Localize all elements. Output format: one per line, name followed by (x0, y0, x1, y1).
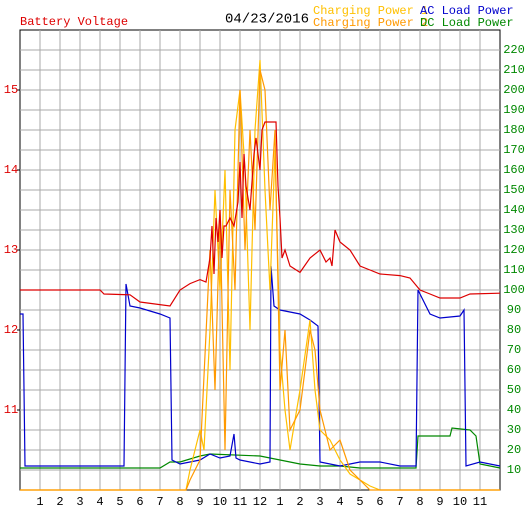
y2-tick-label: 100 (503, 283, 525, 297)
series-line (20, 121, 501, 307)
y2-tick-label: 170 (503, 143, 525, 157)
y-tick-label: 11 (4, 403, 18, 417)
x-tick-label: 2 (296, 495, 303, 509)
x-tick-label: 3 (76, 495, 83, 509)
y2-tick-label: 120 (503, 243, 525, 257)
x-tick-label: 7 (156, 495, 163, 509)
y2-tick-label: 220 (503, 43, 525, 57)
y-tick-label: 15 (4, 83, 18, 97)
series-line (20, 265, 501, 467)
x-tick-label: 2 (56, 495, 63, 509)
x-tick-label: 10 (213, 495, 227, 509)
x-tick-label: 1 (276, 495, 283, 509)
x-tick-label: 11 (233, 495, 247, 509)
x-tick-label: 5 (116, 495, 123, 509)
legend-entry: DC Load Power (420, 16, 514, 30)
legend-entry: Charging Power 1 (313, 4, 428, 18)
y2-tick-label: 140 (503, 203, 525, 217)
y2-tick-label: 130 (503, 223, 525, 237)
y2-tick-label: 70 (507, 343, 521, 357)
x-tick-label: 4 (96, 495, 103, 509)
x-tick-label: 6 (376, 495, 383, 509)
x-tick-label: 9 (436, 495, 443, 509)
y2-tick-label: 40 (507, 403, 521, 417)
y2-tick-label: 150 (503, 183, 525, 197)
x-tick-label: 12 (253, 495, 267, 509)
y-tick-label: 12 (4, 323, 18, 337)
y2-tick-label: 60 (507, 363, 521, 377)
x-tick-label: 3 (316, 495, 323, 509)
y2-tick-label: 200 (503, 83, 525, 97)
y2-tick-label: 180 (503, 123, 525, 137)
y2-tick-label: 20 (507, 443, 521, 457)
x-tick-label: 5 (356, 495, 363, 509)
y2-tick-label: 190 (503, 103, 525, 117)
y2-tick-label: 10 (507, 463, 521, 477)
y2-tick-label: 30 (507, 423, 521, 437)
y2-tick-label: 160 (503, 163, 525, 177)
series-line (20, 427, 501, 469)
x-tick-label: 9 (196, 495, 203, 509)
legend-entry: Charging Power 2 (313, 16, 428, 30)
y2-tick-label: 80 (507, 323, 521, 337)
x-tick-label: 7 (396, 495, 403, 509)
x-tick-label: 6 (136, 495, 143, 509)
x-tick-label: 4 (336, 495, 343, 509)
chart-title: 04/23/2016 (225, 12, 309, 28)
y2-tick-label: 90 (507, 303, 521, 317)
x-tick-label: 10 (453, 495, 467, 509)
y2-tick-label: 110 (503, 263, 525, 277)
y-axis-title: Battery Voltage (20, 15, 128, 29)
legend-entry: AC Load Power (420, 4, 514, 18)
x-tick-label: 8 (416, 495, 423, 509)
y2-tick-label: 50 (507, 383, 521, 397)
x-tick-label: 11 (473, 495, 487, 509)
x-tick-label: 1 (36, 495, 43, 509)
y-tick-label: 14 (4, 163, 18, 177)
x-tick-label: 8 (176, 495, 183, 509)
y2-tick-label: 210 (503, 63, 525, 77)
series-line (20, 69, 500, 491)
y-tick-label: 13 (4, 243, 18, 257)
